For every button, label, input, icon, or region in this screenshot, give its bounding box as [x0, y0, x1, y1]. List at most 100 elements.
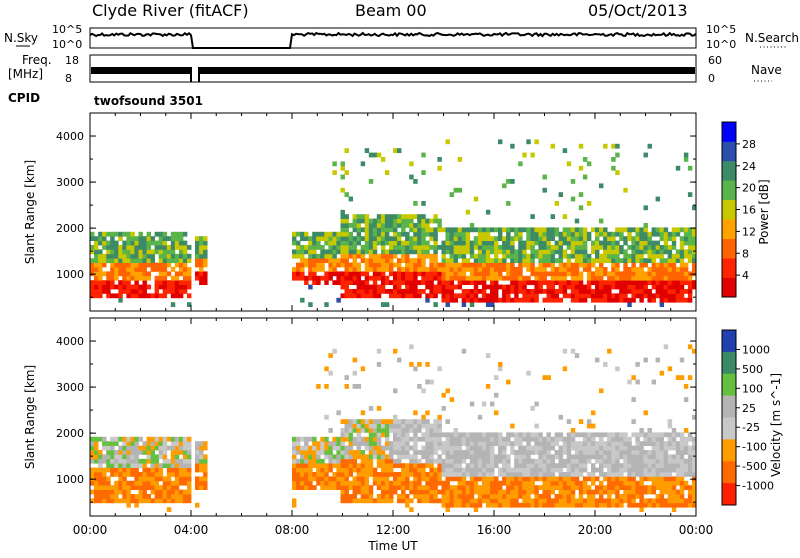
heatmap-cell: [332, 472, 337, 477]
heatmap-cell: [417, 384, 422, 389]
heatmap-cell: [615, 450, 620, 455]
heatmap-cell: [623, 271, 628, 277]
heatmap-cell: [675, 165, 681, 171]
heatmap-cell: [429, 480, 434, 486]
heatmap-cell: [562, 436, 568, 442]
heatmap-cell: [300, 253, 305, 259]
heatmap-cell: [166, 258, 172, 263]
heatmap-cell: [663, 267, 669, 272]
heatmap-cell: [126, 231, 131, 237]
heatmap-cell: [102, 494, 107, 499]
heatmap-cell: [494, 502, 499, 508]
heatmap-cell: [130, 293, 135, 299]
heatmap-cell: [405, 480, 410, 486]
heatmap-cell: [312, 271, 317, 277]
heatmap-cell: [300, 275, 305, 281]
heatmap-cell: [312, 476, 317, 482]
heatmap-cell: [611, 467, 616, 473]
heatmap-cell: [449, 253, 455, 259]
heatmap-cell: [603, 271, 608, 277]
heatmap-cell: [174, 472, 180, 477]
heatmap-cell: [380, 271, 386, 277]
heatmap-cell: [643, 441, 648, 446]
heatmap-cell: [692, 227, 697, 233]
heatmap-cell: [526, 245, 531, 250]
heatmap-cell: [401, 489, 406, 495]
heatmap-cell: [195, 249, 200, 255]
heatmap-cell: [611, 489, 616, 495]
velocity-heatmap: [90, 344, 697, 512]
heatmap-cell: [296, 467, 301, 473]
heatmap-cell: [332, 348, 337, 354]
heatmap-cell: [122, 271, 127, 277]
heatmap-cell: [667, 275, 673, 281]
heatmap-cell: [546, 445, 551, 451]
heatmap-cell: [380, 258, 386, 263]
heatmap-cell: [118, 454, 123, 460]
heatmap-cell: [554, 432, 560, 438]
y-tick-label: 4000: [56, 130, 84, 143]
heatmap-cell: [324, 253, 329, 259]
heatmap-cell: [611, 231, 616, 237]
heatmap-cell: [199, 236, 204, 241]
heatmap-cell: [142, 494, 147, 499]
heatmap-cell: [530, 480, 535, 486]
heatmap-cell: [405, 236, 410, 241]
heatmap-cell: [348, 498, 354, 504]
heatmap-cell: [635, 267, 640, 272]
heatmap-cell: [526, 267, 531, 272]
heatmap-cell: [461, 502, 467, 508]
heatmap-cell: [683, 262, 689, 268]
heatmap-cell: [582, 476, 588, 482]
heatmap-cell: [445, 258, 450, 263]
heatmap-cell: [542, 297, 547, 303]
heatmap-cell: [118, 436, 123, 442]
heatmap-cell: [401, 472, 406, 477]
heatmap-cell: [683, 445, 689, 451]
heatmap-cell: [437, 218, 442, 224]
heatmap-cell: [558, 236, 564, 241]
heatmap-cell: [130, 271, 135, 277]
heatmap-cell: [203, 275, 208, 281]
heatmap-cell: [510, 445, 515, 451]
heatmap-cell: [506, 231, 511, 237]
heatmap-cell: [356, 463, 362, 468]
heatmap-cell: [570, 445, 576, 451]
heatmap-cell: [522, 498, 527, 504]
heatmap-cell: [566, 258, 572, 263]
heatmap-cell: [578, 236, 584, 241]
heatmap-cell: [356, 240, 362, 246]
heatmap-cell: [195, 485, 200, 490]
heatmap-cell: [316, 262, 321, 268]
heatmap-cell: [134, 253, 139, 259]
heatmap-cell: [122, 450, 127, 455]
heatmap-cell: [340, 428, 345, 433]
heatmap-cell: [619, 236, 624, 241]
colorbar-tick-label: 24: [742, 160, 756, 173]
heatmap-cell: [578, 284, 584, 290]
heatmap-cell: [522, 454, 527, 460]
heatmap-cell: [659, 236, 665, 241]
heatmap-cell: [393, 262, 398, 268]
heatmap-cell: [203, 240, 208, 246]
heatmap-cell: [465, 240, 471, 246]
heatmap-cell: [437, 366, 442, 372]
heatmap-cell: [586, 445, 592, 451]
heatmap-cell: [514, 472, 519, 477]
heatmap-cell: [364, 498, 370, 504]
heatmap-cell: [619, 280, 624, 285]
heatmap-cell: [409, 271, 414, 277]
heatmap-cell: [316, 245, 321, 250]
heatmap-cell: [393, 280, 398, 285]
heatmap-cell: [542, 463, 547, 468]
heatmap-cell: [409, 275, 414, 281]
heatmap-cell: [146, 458, 152, 464]
heatmap-cell: [469, 223, 475, 228]
heatmap-cell: [421, 445, 426, 451]
heatmap-cell: [582, 498, 588, 504]
heatmap-cell: [631, 284, 636, 290]
heatmap-cell: [663, 485, 669, 490]
heatmap-cell: [429, 476, 434, 482]
heatmap-cell: [558, 494, 564, 499]
heatmap-cell: [514, 476, 519, 482]
